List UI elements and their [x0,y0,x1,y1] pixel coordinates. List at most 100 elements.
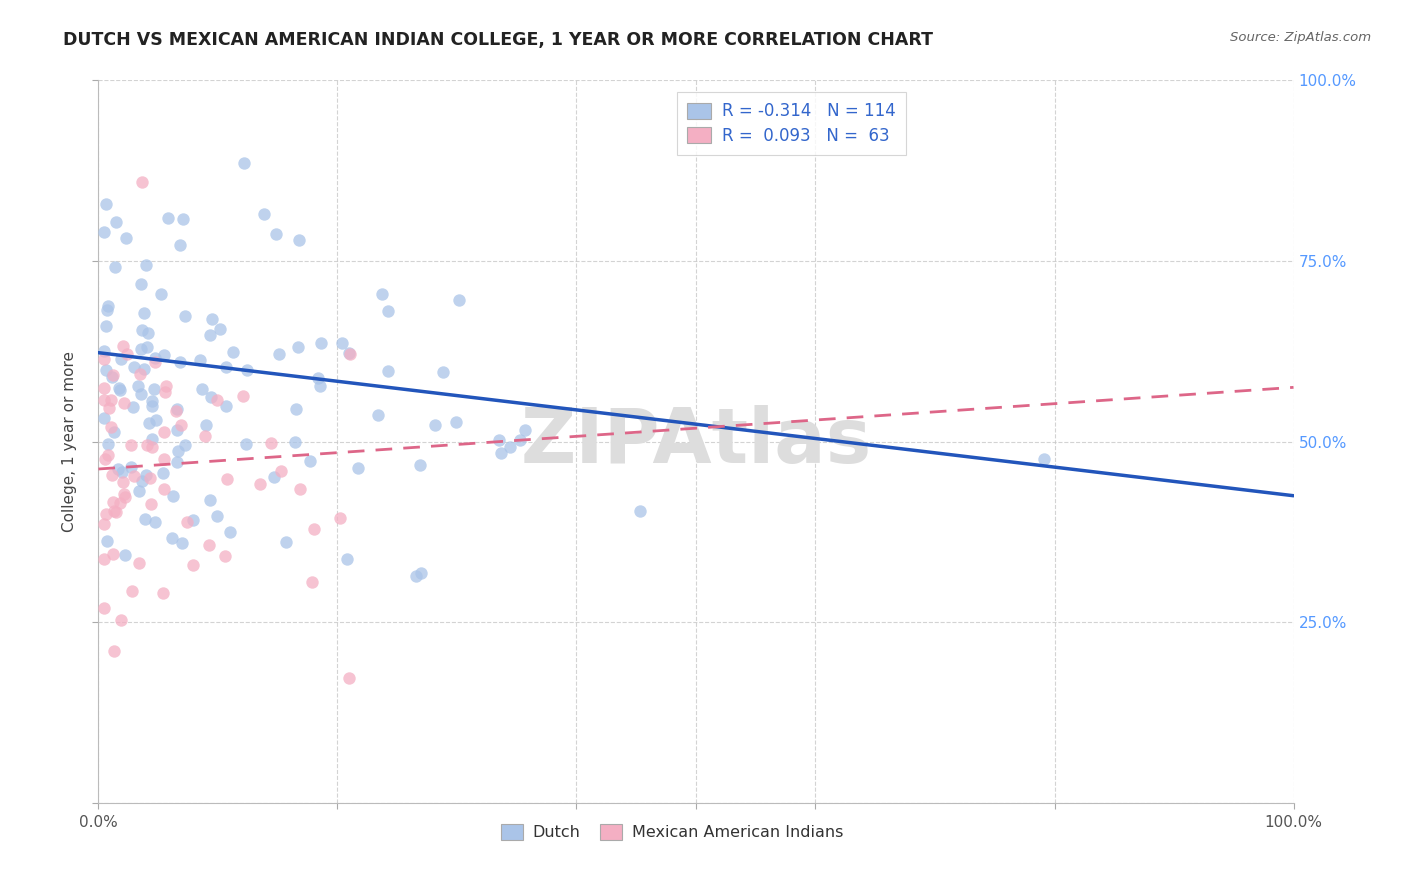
Point [129,342,152,356]
Point [284,402,307,417]
Point [329,511,352,525]
Point [104,215,127,229]
Point [108,495,131,509]
Point [121,583,143,598]
Point [104,505,127,519]
Point [93,381,115,395]
Point [103,504,125,518]
Point [122,360,145,375]
Point [134,512,156,526]
Point [157,211,180,226]
Point [143,515,166,529]
Legend: Dutch, Mexican American Indians: Dutch, Mexican American Indians [495,818,849,847]
Point [93,352,115,367]
Point [219,524,242,539]
Point [174,438,197,452]
Point [134,361,156,376]
Point [122,468,145,483]
Point [235,363,257,377]
Point [367,408,389,422]
Point [336,552,359,566]
Point [298,454,321,468]
Point [110,352,132,367]
Point [153,452,176,467]
Point [131,474,153,488]
Point [162,489,184,503]
Point [330,336,353,351]
Point [205,393,228,408]
Point [287,340,309,354]
Text: ZIPAtlas: ZIPAtlas [520,405,872,478]
Point [233,156,256,170]
Point [98,401,121,416]
Point [103,425,125,439]
Point [447,293,470,307]
Point [129,367,152,381]
Point [172,212,194,227]
Point [339,347,361,361]
Point [491,446,513,460]
Point [252,207,274,221]
Text: Source: ZipAtlas.com: Source: ZipAtlas.com [1230,31,1371,45]
Point [509,434,531,448]
Point [181,558,204,572]
Point [337,346,360,360]
Point [169,354,191,368]
Point [141,440,163,454]
Point [131,175,153,189]
Point [197,538,219,552]
Point [93,552,115,566]
Point [93,411,115,425]
Point [198,493,221,508]
Point [114,548,136,562]
Point [142,382,165,396]
Point [169,237,191,252]
Point [149,287,172,301]
Point [100,419,122,434]
Point [153,482,176,496]
Point [166,423,188,437]
Point [288,482,311,496]
Point [337,671,360,685]
Point [432,365,454,379]
Point [112,475,135,489]
Point [488,433,510,447]
Point [215,360,238,375]
Point [274,535,297,549]
Point [96,533,118,548]
Point [222,345,245,359]
Point [153,348,176,362]
Point [120,459,142,474]
Point [152,466,174,480]
Point [409,458,432,472]
Point [127,379,149,393]
Point [93,225,115,239]
Point [100,369,122,384]
Point [112,339,135,353]
Point [107,462,129,476]
Point [108,381,131,395]
Point [172,536,194,550]
Point [405,569,427,583]
Point [188,353,211,368]
Point [101,547,124,561]
Point [141,399,163,413]
Point [152,425,174,439]
Point [628,504,651,518]
Point [134,306,156,320]
Point [93,393,115,408]
Point [94,363,117,377]
Point [93,516,115,531]
Point [347,460,370,475]
Point [259,436,281,450]
Point [194,417,217,432]
Point [108,383,131,397]
Point [128,484,150,499]
Point [97,437,120,451]
Point [201,312,224,326]
Point [284,434,307,449]
Point [114,396,136,410]
Point [155,379,177,393]
Point [143,355,166,369]
Point [288,233,311,247]
